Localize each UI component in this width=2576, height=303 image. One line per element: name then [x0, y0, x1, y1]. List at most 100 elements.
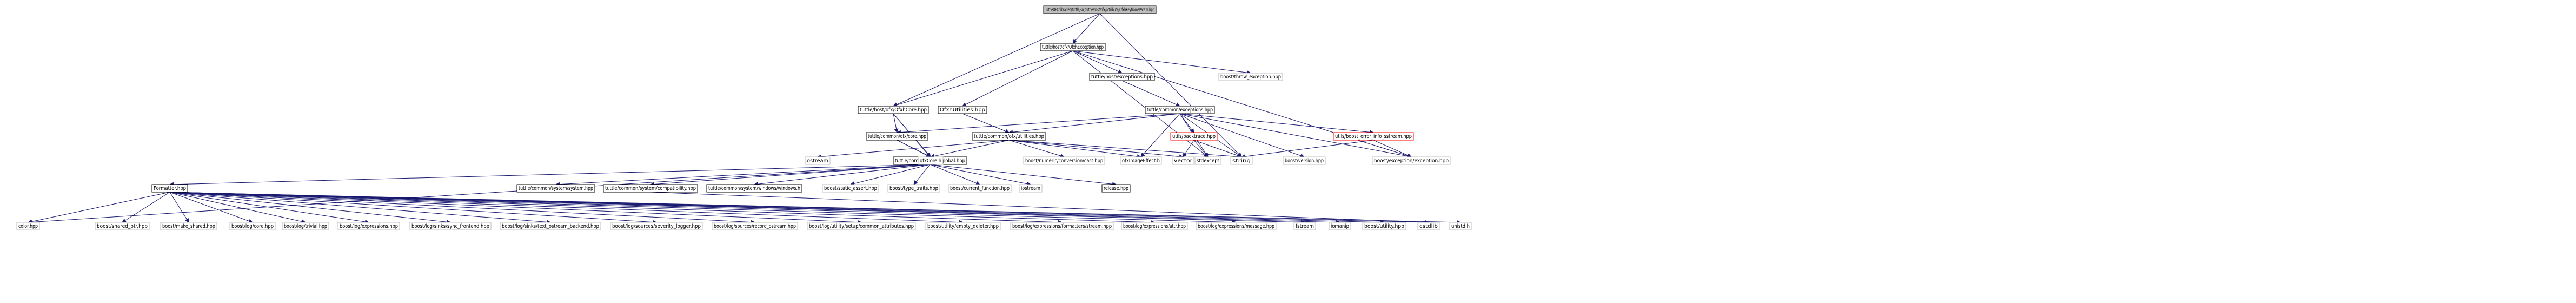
node-staticassert: boost/static_assert.hpp	[822, 184, 879, 193]
node-box	[858, 106, 929, 114]
edge-commonexc-to-bversion	[1179, 113, 1305, 158]
edges	[28, 13, 1461, 225]
edge-formatter-to-emptydeleter	[169, 192, 964, 225]
node-label: boost/log/core.hpp	[231, 223, 274, 229]
node-hostexc[interactable]: tuttle/host/exceptions.hpp	[1089, 73, 1155, 81]
node-box	[229, 222, 276, 230]
node-commonexc[interactable]: tuttle/common/exceptions.hpp	[1145, 106, 1215, 114]
node-label: tuttle/common/system/windows/windows.h	[708, 186, 800, 192]
edge-syscompat-to-cstdlib	[650, 192, 1429, 225]
node-box	[1372, 156, 1451, 165]
edge-formatter-to-logtrivial	[169, 192, 306, 224]
edge-root-to-string	[1099, 13, 1242, 157]
node-box	[1172, 156, 1194, 165]
node-throwexc: boost/throw_exception.hpp	[1218, 73, 1283, 81]
node-box	[1170, 132, 1218, 141]
node-box	[16, 222, 40, 230]
node-ostream: ostream	[805, 156, 831, 165]
node-root[interactable]: TuttleOFX/libraries/tuttle/src/tuttle/ho…	[1043, 5, 1157, 14]
node-label: boost/log/expressions/formatters/stream.…	[1012, 223, 1112, 229]
edge-global-to-curfunc	[930, 164, 980, 186]
node-ofxhcore[interactable]: tuttle/host/ofx/OfxhCore.hpp	[858, 106, 929, 114]
node-box	[1019, 184, 1043, 193]
node-box	[925, 222, 1001, 230]
edge-root-to-ofxhexc	[1072, 13, 1100, 44]
node-formatter[interactable]: Formatter.hpp	[151, 184, 188, 193]
edge-global-to-syscompat	[650, 164, 931, 187]
edge-formatter-to-logexpr	[169, 192, 369, 224]
edge-ofxhexc-to-throwexc	[1072, 50, 1251, 75]
edge-formatter-to-logattr	[169, 192, 1155, 225]
node-box	[1089, 73, 1155, 81]
node-logmessage: boost/log/expressions/message.hpp	[1196, 222, 1277, 230]
node-box	[1043, 5, 1157, 14]
edge-formatter-to-logmessage	[169, 192, 1237, 225]
node-label: boost/numeric/conversion/cast.hpp	[1025, 158, 1103, 164]
node-label: unistd.h	[1451, 223, 1470, 229]
edge-ofxhexc-to-ofxhcore	[893, 50, 1073, 107]
node-syscompat[interactable]: tuttle/common/system/compatibility.hpp	[603, 184, 698, 193]
node-logtrivial: boost/log/trivial.hpp	[282, 222, 329, 230]
node-label: boost/version.hpp	[1285, 158, 1324, 164]
edge-global-to-color	[28, 164, 931, 225]
node-syssystem[interactable]: tuttle/common/system/system.hpp	[516, 184, 595, 193]
edge-commonexc-to-ofximage	[1140, 113, 1180, 157]
node-label: boost/log/sources/record_ostream.hpp	[714, 223, 796, 229]
node-ofxhexc[interactable]: tuttle/host/ofx/OfxhException.hpp	[1040, 43, 1106, 51]
node-label: ostream	[807, 158, 828, 164]
node-syswindows[interactable]: tuttle/common/system/windows/windows.h	[706, 184, 802, 193]
node-label: boost/utility.hpp	[1364, 223, 1404, 229]
node-logcore: boost/log/core.hpp	[229, 222, 276, 230]
edge-commonexc-to-ofxutil	[1008, 113, 1180, 135]
edge-ofxhexc-to-ofxhutil	[962, 50, 1073, 107]
node-logseverity: boost/log/sources/severity_logger.hpp	[610, 222, 703, 230]
node-box	[866, 132, 928, 141]
node-color: color.hpp	[16, 222, 40, 230]
edge-formatter-to-makeshared	[169, 192, 189, 223]
node-box	[1196, 222, 1277, 230]
edge-commonexc-to-boosterrinfo	[1179, 113, 1374, 135]
node-box	[1218, 73, 1283, 81]
edge-global-to-iostream	[930, 164, 1031, 186]
node-label: boost/log/sinks/text_ostream_backend.hpp	[502, 223, 599, 229]
node-label: boost/log/utility/setup/common_attribute…	[809, 223, 914, 229]
edge-boosterrinfo-to-string	[1241, 140, 1374, 159]
node-label: cstdlib	[1419, 223, 1438, 229]
node-box	[1023, 156, 1105, 165]
node-label: boost/throw_exception.hpp	[1220, 74, 1281, 80]
edge-root-to-ofxhcore	[893, 13, 1100, 107]
node-label: tuttle/host/ofx/OfxhException.hpp	[1042, 44, 1104, 50]
edge-boosterrinfo-to-bexception	[1373, 140, 1412, 157]
node-label: iomanip	[1331, 223, 1349, 229]
node-label: boost/log/sources/severity_logger.hpp	[612, 223, 701, 229]
node-box	[1101, 184, 1131, 193]
node-ofxcore[interactable]: tuttle/common/ofx/core.hpp	[866, 132, 928, 141]
node-stdexcept: stdexcept	[1194, 156, 1221, 165]
node-ofximage: ofxImageEffect.h	[1120, 156, 1162, 165]
node-emptydeleter: boost/utility/empty_deleter.hpp	[925, 222, 1001, 230]
node-box	[822, 184, 879, 193]
edge-formatter-to-logformatstream	[169, 192, 1063, 225]
node-ofxhutil[interactable]: OfxhUtilities.hpp	[938, 106, 987, 114]
node-label: iostream	[1021, 186, 1040, 192]
edge-ofxhexc-to-stdexcept	[1072, 50, 1209, 157]
edge-backtrace-to-string	[1193, 140, 1242, 158]
node-box	[603, 184, 698, 193]
node-release[interactable]: release.hpp	[1101, 184, 1131, 193]
node-fstream: fstream	[1293, 222, 1316, 230]
node-backtrace[interactable]: utils/backtrace.hpp	[1170, 132, 1218, 141]
node-box	[938, 106, 987, 114]
node-label: boost/log/trivial.hpp	[284, 223, 327, 229]
edge-global-to-typetraits	[913, 164, 931, 185]
node-ofxutil[interactable]: tuttle/common/ofx/utilities.hpp	[972, 132, 1046, 141]
edge-backtrace-to-vector	[1183, 140, 1194, 157]
edge-formatter-to-unistd	[169, 192, 1461, 225]
node-box	[1040, 43, 1106, 51]
node-box	[1120, 156, 1162, 165]
edge-commonexc-to-bexception	[1179, 113, 1412, 159]
edge-ofxhcore-to-ofxcore	[893, 113, 899, 133]
node-boosterrinfo[interactable]: utils/boost_error_info_sstream.hpp	[1333, 132, 1414, 141]
node-box	[337, 222, 400, 230]
node-box	[948, 184, 1012, 193]
node-label: ofxImageEffect.h	[1122, 158, 1160, 164]
